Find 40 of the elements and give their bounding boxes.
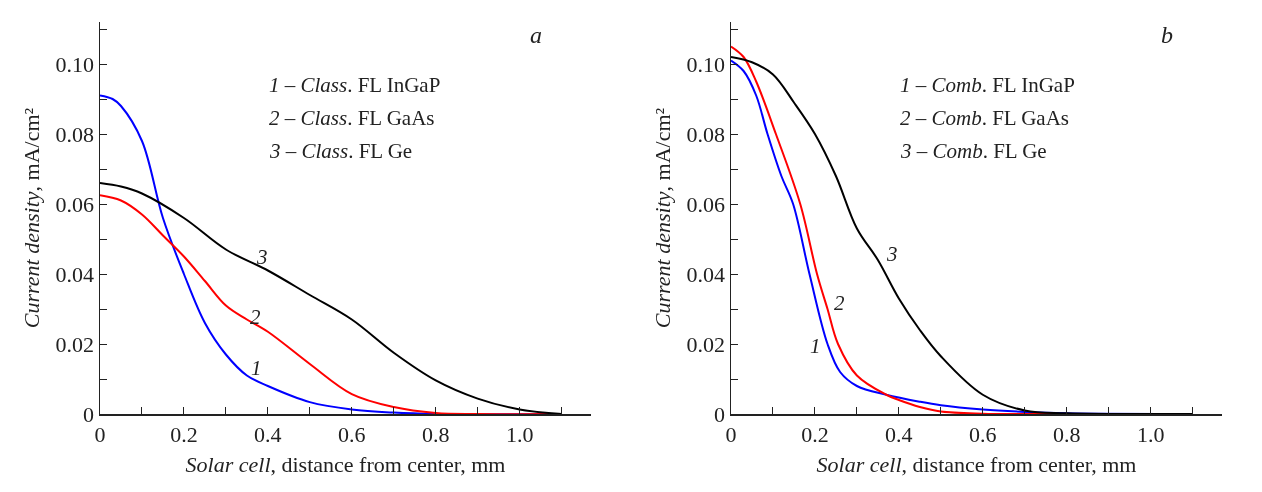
x-tick-label: 1.0 <box>1136 421 1165 447</box>
y-tick-label: 0.06 <box>686 191 726 217</box>
x-tick-label: 1.0 <box>505 421 534 447</box>
y-axis-title: Current density, mA/cm² <box>649 107 675 329</box>
annotation: 2 <box>250 305 261 329</box>
y-tick-label: 0 <box>714 401 726 427</box>
y-tick-label: 0.08 <box>686 121 726 147</box>
x-axis-title: Solar cell, distance from center, mm <box>185 451 506 477</box>
annotation: 3 – Class. FL Ge <box>269 139 413 163</box>
annotation: 3 – Comb. FL Ge <box>900 139 1047 163</box>
annotation: 2 <box>834 291 845 315</box>
annotation: 1 <box>810 334 821 358</box>
x-tick-label: 0.4 <box>885 421 913 447</box>
x-tick-label: 0.8 <box>421 421 450 447</box>
annotation: 1 <box>251 356 262 380</box>
annotation: 1 – Comb. FL InGaP <box>900 73 1075 97</box>
annotation: 3 <box>256 245 268 269</box>
y-tick-label: 0.02 <box>55 331 95 357</box>
chart-title: b <box>1160 21 1173 48</box>
x-tick-label: 0.6 <box>969 421 997 447</box>
x-tick-label: 0.2 <box>801 421 829 447</box>
annotation: 2 – Comb. FL GaAs <box>900 106 1069 130</box>
y-tick-label: 0.04 <box>55 261 95 287</box>
y-tick-label: 0.02 <box>686 331 726 357</box>
x-tick-label: 0.2 <box>170 421 198 447</box>
x-axis-title: Solar cell, distance from center, mm <box>816 451 1137 477</box>
y-tick-label: 0 <box>83 401 95 427</box>
y-tick-label: 0.06 <box>55 191 95 217</box>
x-tick-label: 0.8 <box>1052 421 1081 447</box>
annotation: 3 <box>886 242 898 266</box>
y-tick-label: 0.10 <box>686 51 726 77</box>
annotation: 2 – Class. FL GaAs <box>269 106 435 130</box>
x-tick-label: 0.6 <box>338 421 366 447</box>
y-tick-label: 0.08 <box>55 121 95 147</box>
y-tick-label: 0.04 <box>686 261 726 287</box>
chart-title: a <box>529 21 542 48</box>
x-tick-label: 0.4 <box>254 421 282 447</box>
y-tick-label: 0.10 <box>55 51 95 77</box>
annotation: 1 – Class. FL InGaP <box>269 73 441 97</box>
y-axis-title: Current density, mA/cm² <box>18 107 44 329</box>
